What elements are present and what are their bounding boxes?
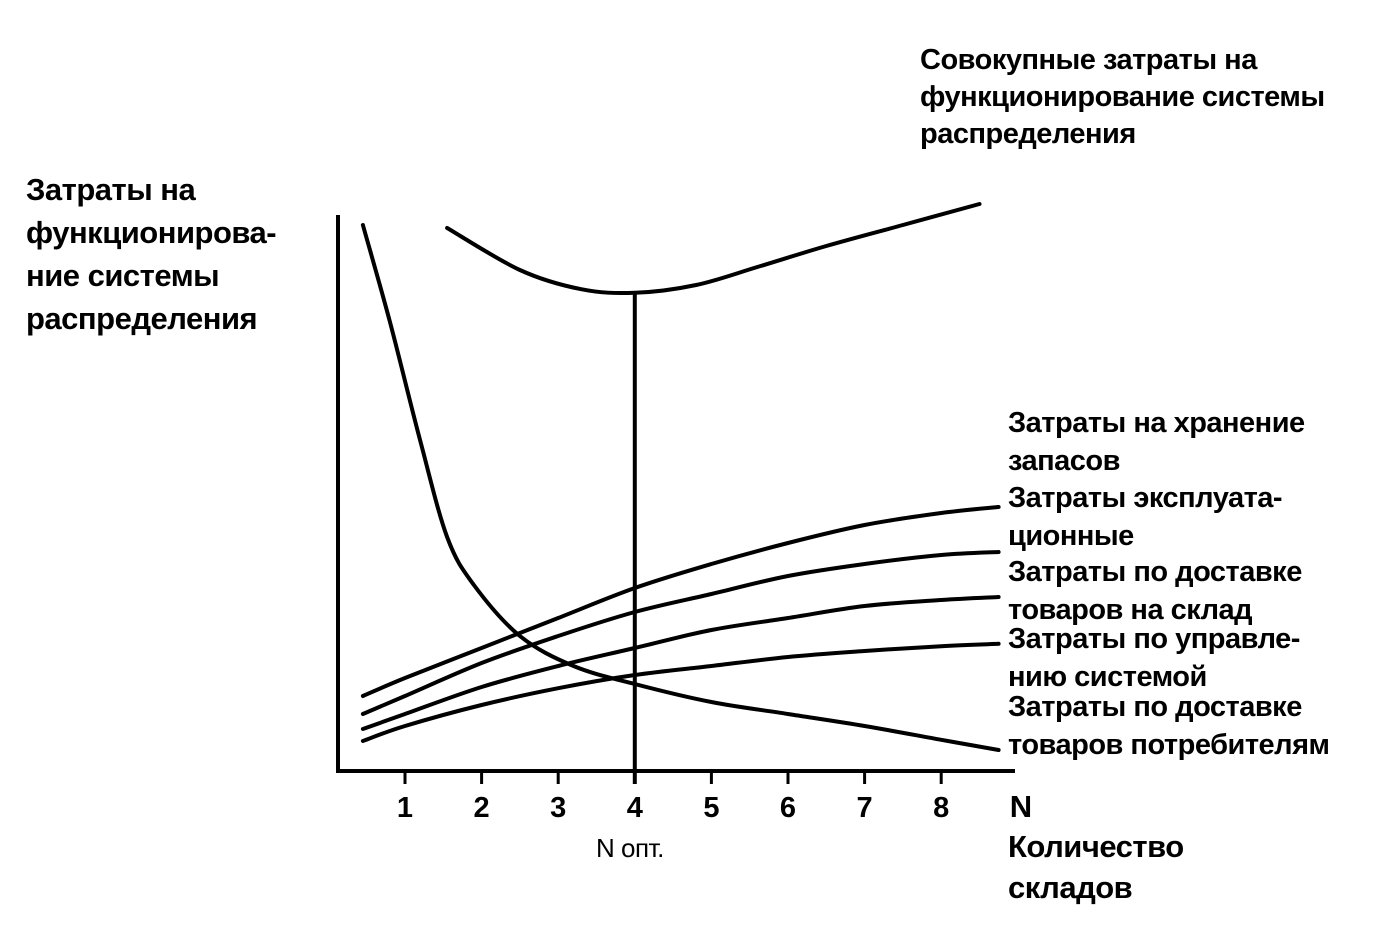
operating-cost-label-line: ционные <box>1008 520 1134 552</box>
inbound-delivery-cost-line <box>360 595 1001 731</box>
x-tick-label: 2 <box>474 792 490 824</box>
x-ticks: 1 2 3 4 5 6 7 8 N <box>397 771 1032 824</box>
outbound-delivery-cost-label-line: товаров потребителям <box>1008 729 1330 761</box>
operating-cost-line <box>360 550 1001 716</box>
series-lines <box>360 202 1001 752</box>
storage-cost-label: Затраты на хранение запасов <box>1008 404 1305 480</box>
management-cost-label: Затраты по управле- нию системой <box>1008 620 1300 696</box>
storage-cost-label-line: запасов <box>1008 445 1120 477</box>
total-cost-label: Совокупные затраты на функционирование с… <box>920 42 1325 153</box>
y-axis-label: Затраты на функционирова- ние системы ра… <box>26 168 277 340</box>
inbound-delivery-cost-label-line: Затраты по доставке <box>1008 556 1302 588</box>
x-axis-label-line: складов <box>1008 870 1133 905</box>
outbound-delivery-cost-line <box>360 223 1001 752</box>
x-tick-label: 7 <box>857 792 873 824</box>
x-axis-symbol: N <box>1010 789 1032 824</box>
y-axis-label-line: ние системы <box>26 258 220 293</box>
optimum-label: N опт. <box>596 833 664 863</box>
management-cost-label-line: Затраты по управле- <box>1008 623 1300 655</box>
outbound-delivery-cost-label-line: Затраты по доставке <box>1008 691 1302 723</box>
management-cost-line <box>360 641 1001 743</box>
management-cost-label-line: нию системой <box>1008 661 1207 693</box>
x-tick-label: 1 <box>397 792 413 824</box>
total-cost-line <box>445 202 982 296</box>
x-tick-label: 3 <box>550 792 566 824</box>
operating-cost-label: Затраты эксплуата- ционные <box>1008 479 1283 555</box>
outbound-delivery-cost-label: Затраты по доставке товаров потребителям <box>1008 688 1330 764</box>
x-axis-label: Количество складов <box>1008 826 1184 908</box>
total-cost-label-line: Совокупные затраты на <box>920 44 1257 76</box>
y-axis-label-line: Затраты на <box>26 172 196 207</box>
x-tick-label: 5 <box>703 792 719 824</box>
x-axis-label-line: Количество <box>1008 829 1184 864</box>
total-cost-label-line: функционирование системы <box>920 81 1325 113</box>
y-axis-label-line: распределения <box>26 301 258 336</box>
x-tick-label: 6 <box>780 792 796 824</box>
storage-cost-line <box>360 505 1001 698</box>
x-tick-label: 8 <box>933 792 949 824</box>
total-cost-label-line: распределения <box>920 118 1136 150</box>
storage-cost-label-line: Затраты на хранение <box>1008 407 1305 439</box>
x-tick-label: 4 <box>627 792 643 824</box>
inbound-delivery-cost-label-line: товаров на склад <box>1008 594 1253 626</box>
inbound-delivery-cost-label: Затраты по доставке товаров на склад <box>1008 553 1302 629</box>
axes <box>336 215 1015 773</box>
y-axis-label-line: функционирова- <box>26 215 277 250</box>
operating-cost-label-line: Затраты эксплуата- <box>1008 482 1283 514</box>
